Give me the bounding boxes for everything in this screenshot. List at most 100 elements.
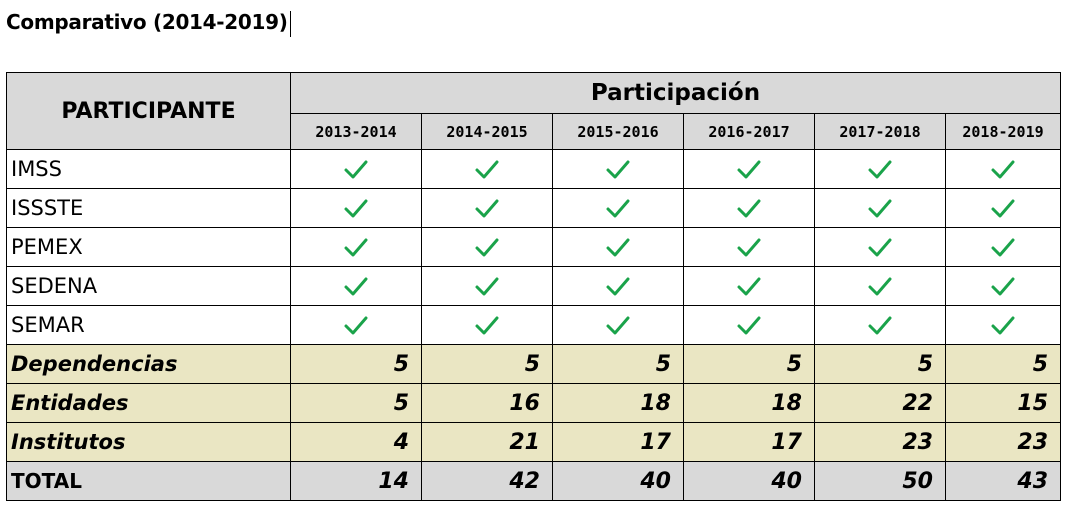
year-header: 2015-2016 bbox=[552, 113, 684, 150]
participation-cell bbox=[814, 188, 946, 228]
check-icon bbox=[991, 238, 1015, 257]
participation-cell bbox=[944, 266, 1062, 306]
check-icon bbox=[991, 316, 1015, 335]
participant-row: SEDENA bbox=[6, 266, 1062, 306]
total-value: 14 bbox=[290, 461, 422, 501]
summary-value: 5 bbox=[552, 344, 684, 384]
summary-value: 17 bbox=[683, 422, 815, 462]
table-body: IMSS ISSSTE PEMEX SEDENA SEMAR Dependencias 5 5… bbox=[6, 149, 1062, 501]
participant-row: IMSS bbox=[6, 149, 1062, 189]
total-value: 42 bbox=[421, 461, 553, 501]
year-header-row: 2013-2014 2014-2015 2015-2016 2016-2017 2017… bbox=[7, 113, 1062, 150]
participant-name: ISSSTE bbox=[6, 188, 291, 228]
participation-cell bbox=[421, 188, 553, 228]
summary-value: 5 bbox=[421, 344, 553, 384]
summary-value: 4 bbox=[290, 422, 422, 462]
participation-cell bbox=[944, 149, 1062, 189]
participation-group-header: Participación bbox=[289, 72, 1062, 114]
check-icon bbox=[991, 199, 1015, 218]
participation-cell bbox=[421, 305, 553, 345]
participation-cell bbox=[290, 227, 422, 267]
summary-value: 18 bbox=[552, 383, 684, 423]
participant-name: SEDENA bbox=[6, 266, 291, 306]
participant-header: PARTICIPANTE bbox=[6, 72, 291, 150]
summary-value: 23 bbox=[944, 422, 1062, 462]
participation-cell bbox=[552, 149, 684, 189]
summary-row: Institutos 4 21 17 17 23 23 bbox=[6, 422, 1062, 462]
check-icon bbox=[868, 160, 892, 179]
check-icon bbox=[606, 277, 630, 296]
summary-label: Dependencias bbox=[6, 344, 291, 384]
participation-cell bbox=[683, 188, 815, 228]
participation-cell bbox=[290, 266, 422, 306]
participation-cell bbox=[683, 305, 815, 345]
check-icon bbox=[868, 238, 892, 257]
check-icon bbox=[475, 199, 499, 218]
total-row: TOTAL 14 42 40 40 50 43 bbox=[6, 461, 1062, 501]
document-title-text: Comparativo (2014-2019) bbox=[6, 10, 288, 34]
check-icon bbox=[606, 316, 630, 335]
participation-cell bbox=[814, 149, 946, 189]
check-icon bbox=[737, 277, 761, 296]
check-icon bbox=[737, 199, 761, 218]
check-icon bbox=[475, 238, 499, 257]
check-icon bbox=[606, 199, 630, 218]
participation-cell bbox=[552, 188, 684, 228]
participation-cell bbox=[552, 266, 684, 306]
participation-cell bbox=[290, 305, 422, 345]
check-icon bbox=[344, 160, 368, 179]
summary-value: 5 bbox=[290, 344, 422, 384]
summary-value: 17 bbox=[552, 422, 684, 462]
participation-cell bbox=[552, 227, 684, 267]
check-icon bbox=[475, 277, 499, 296]
participation-cell bbox=[421, 266, 553, 306]
check-icon bbox=[344, 316, 368, 335]
participation-cell bbox=[421, 227, 553, 267]
check-icon bbox=[344, 199, 368, 218]
year-header: 2017-2018 bbox=[814, 113, 946, 150]
summary-row: Entidades 5 16 18 18 22 15 bbox=[6, 383, 1062, 423]
participation-cell bbox=[814, 227, 946, 267]
summary-value: 16 bbox=[421, 383, 553, 423]
participation-cell bbox=[944, 227, 1062, 267]
summary-value: 15 bbox=[944, 383, 1062, 423]
participation-cell bbox=[290, 149, 422, 189]
check-icon bbox=[344, 277, 368, 296]
participant-name: IMSS bbox=[6, 149, 291, 189]
total-label: TOTAL bbox=[6, 461, 291, 501]
total-value: 43 bbox=[944, 461, 1062, 501]
participant-row: SEMAR bbox=[6, 305, 1062, 345]
total-value: 50 bbox=[814, 461, 946, 501]
summary-value: 22 bbox=[814, 383, 946, 423]
summary-value: 5 bbox=[944, 344, 1062, 384]
participant-name: SEMAR bbox=[6, 305, 291, 345]
year-header: 2014-2015 bbox=[421, 113, 553, 150]
check-icon bbox=[475, 160, 499, 179]
participation-table: PARTICIPANTE Participación 2013-2014 2014… bbox=[6, 72, 1062, 501]
total-value: 40 bbox=[552, 461, 684, 501]
participation-cell bbox=[814, 305, 946, 345]
year-header: 2018-2019 bbox=[944, 113, 1062, 150]
summary-value: 21 bbox=[421, 422, 553, 462]
document-title: Comparativo (2014-2019) bbox=[6, 10, 291, 37]
check-icon bbox=[737, 160, 761, 179]
participation-cell bbox=[683, 266, 815, 306]
summary-value: 5 bbox=[814, 344, 946, 384]
participation-cell bbox=[683, 227, 815, 267]
year-header: 2013-2014 bbox=[290, 113, 422, 150]
participation-cell bbox=[814, 266, 946, 306]
participation-cell bbox=[421, 149, 553, 189]
check-icon bbox=[868, 277, 892, 296]
check-icon bbox=[868, 199, 892, 218]
summary-value: 23 bbox=[814, 422, 946, 462]
year-header: 2016-2017 bbox=[683, 113, 815, 150]
check-icon bbox=[606, 160, 630, 179]
check-icon bbox=[475, 316, 499, 335]
summary-label: Entidades bbox=[6, 383, 291, 423]
summary-value: 5 bbox=[290, 383, 422, 423]
total-value: 40 bbox=[683, 461, 815, 501]
participation-cell bbox=[944, 305, 1062, 345]
participant-row: PEMEX bbox=[6, 227, 1062, 267]
participant-row: ISSSTE bbox=[6, 188, 1062, 228]
summary-label: Institutos bbox=[6, 422, 291, 462]
